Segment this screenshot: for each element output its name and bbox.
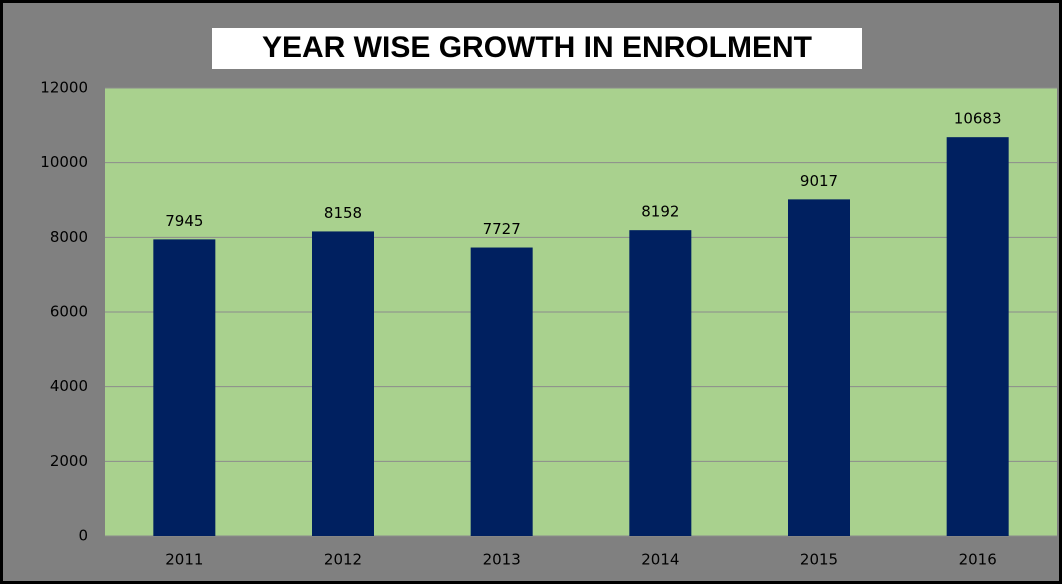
x-tick-label: 2014: [641, 551, 679, 569]
bar: [788, 199, 850, 536]
y-tick-label: 10000: [40, 153, 88, 171]
bar: [946, 137, 1009, 536]
x-tick-label: 2011: [165, 551, 203, 569]
bar: [153, 239, 216, 537]
bar: [629, 230, 692, 536]
data-label: 8158: [324, 204, 362, 222]
y-tick-label: 0: [78, 527, 88, 545]
data-label: 7945: [165, 212, 203, 230]
bar: [470, 247, 533, 536]
y-tick-label: 8000: [50, 228, 88, 246]
data-label: 7727: [483, 220, 521, 238]
data-label: 10683: [954, 110, 1002, 128]
x-tick-label: 2013: [483, 551, 521, 569]
chart-title: YEAR WISE GROWTH IN ENROLMENT: [262, 31, 812, 64]
x-tick-label: 2016: [959, 551, 997, 569]
title-box: [212, 28, 862, 69]
bar: [312, 231, 374, 536]
x-tick-label: 2015: [800, 551, 838, 569]
data-label: 9017: [800, 172, 838, 190]
y-tick-label: 4000: [50, 377, 88, 395]
y-tick-label: 12000: [40, 79, 88, 97]
y-tick-label: 2000: [50, 452, 88, 470]
data-label: 8192: [641, 203, 679, 221]
y-tick-label: 6000: [50, 303, 88, 321]
x-tick-label: 2012: [324, 551, 362, 569]
